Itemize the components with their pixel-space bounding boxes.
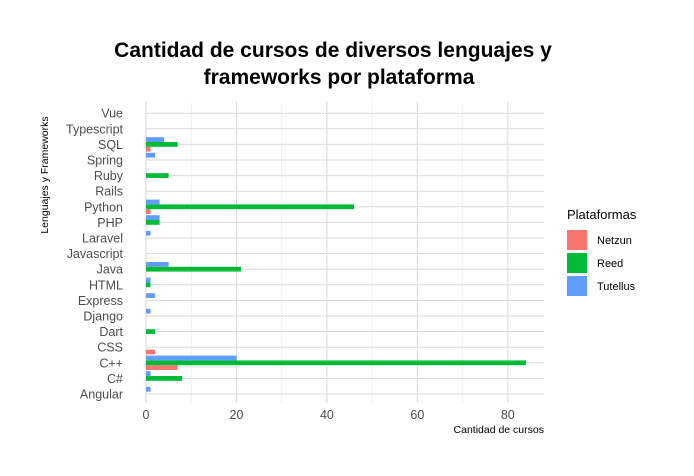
chart-title-line-1: Cantidad de cursos de diversos lenguajes… bbox=[114, 39, 552, 62]
bar-netzun-sql bbox=[146, 146, 151, 152]
y-tick-label: Spring bbox=[87, 154, 123, 168]
legend-label-reed: Reed bbox=[597, 258, 623, 270]
bars bbox=[146, 137, 526, 392]
y-tick-label: Python bbox=[84, 200, 123, 214]
y-tick-label: Dart bbox=[99, 325, 123, 339]
bar-tutellus-php bbox=[146, 215, 160, 220]
legend-key-netzun bbox=[567, 230, 587, 250]
y-tick-label: Angular bbox=[80, 388, 123, 402]
bar-tutellus-django bbox=[146, 308, 151, 314]
bar-netzun-python bbox=[146, 209, 151, 214]
bar-reed-c bbox=[146, 376, 183, 381]
bar-reed-sql bbox=[146, 142, 178, 147]
bar-tutellus-c bbox=[146, 371, 151, 376]
bar-reed-php bbox=[146, 220, 160, 225]
chart-title-line-2: frameworks por plataforma bbox=[204, 66, 475, 89]
bar-reed-java bbox=[146, 266, 241, 272]
y-tick-label: Vue bbox=[101, 107, 123, 121]
bar-reed-ruby bbox=[146, 173, 169, 178]
y-tick-label: Django bbox=[83, 310, 123, 324]
bar-tutellus-java bbox=[146, 262, 169, 267]
y-axis-label: Lenguajes y Frameworks bbox=[39, 116, 51, 233]
legend-label-tutellus: Tutellus bbox=[597, 281, 636, 293]
x-tick-labels: 0 20 40 60 80 bbox=[143, 408, 515, 422]
legend-key-tutellus bbox=[567, 276, 587, 296]
y-tick-label: Javascript bbox=[67, 247, 124, 261]
legend: Plataformas Netzun Reed Tutellus bbox=[567, 207, 637, 296]
y-tick-label: Java bbox=[97, 263, 123, 277]
y-tick-label: PHP bbox=[97, 216, 123, 230]
y-tick-labels: AngularC#C++CSSDartDjangoExpressHTMLJava… bbox=[66, 107, 124, 402]
y-tick-label: CSS bbox=[97, 341, 123, 355]
bar-tutellus-python bbox=[146, 199, 160, 205]
y-tick-label: C# bbox=[107, 372, 123, 386]
bar-netzun-c bbox=[146, 365, 178, 370]
legend-label-netzun: Netzun bbox=[597, 235, 632, 247]
y-tick-label: Express bbox=[78, 294, 123, 308]
bar-tutellus-express bbox=[146, 293, 156, 298]
x-tick-label: 40 bbox=[320, 408, 334, 422]
x-axis-label: Cantidad de cursos bbox=[454, 424, 544, 436]
bar-reed-dart bbox=[146, 329, 156, 334]
x-tick-label: 60 bbox=[410, 408, 424, 422]
bar-reed-c bbox=[146, 360, 526, 366]
bar-tutellus-html bbox=[146, 277, 151, 283]
bar-tutellus-laravel bbox=[146, 230, 151, 236]
y-tick-label: SQL bbox=[98, 138, 123, 152]
bar-reed-html bbox=[146, 282, 151, 288]
y-tick-label: Ruby bbox=[94, 169, 124, 183]
legend-key-reed bbox=[567, 253, 587, 273]
bar-tutellus-spring bbox=[146, 152, 156, 158]
bar-tutellus-angular bbox=[146, 386, 151, 392]
legend-title: Plataformas bbox=[567, 207, 637, 222]
bar-netzun-css bbox=[146, 349, 156, 355]
y-tick-label: C++ bbox=[99, 356, 123, 370]
y-tick-label: Rails bbox=[95, 185, 123, 199]
x-tick-label: 20 bbox=[230, 408, 244, 422]
bar-tutellus-c bbox=[146, 355, 237, 361]
y-tick-label: Laravel bbox=[82, 232, 123, 246]
y-tick-label: Typescript bbox=[66, 122, 123, 136]
x-tick-label: 0 bbox=[143, 408, 150, 422]
bar-reed-python bbox=[146, 204, 355, 210]
x-tick-label: 80 bbox=[501, 408, 515, 422]
bar-tutellus-sql bbox=[146, 137, 165, 142]
y-tick-label: HTML bbox=[89, 278, 123, 292]
